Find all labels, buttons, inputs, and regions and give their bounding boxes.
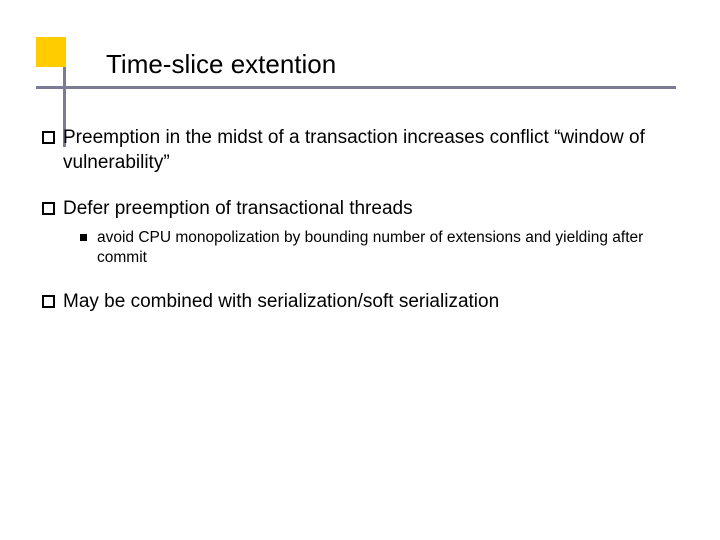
square-bullet-icon bbox=[42, 131, 55, 144]
sub-bullet-item: avoid CPU monopolization by bounding num… bbox=[80, 228, 678, 268]
square-bullet-icon bbox=[42, 202, 55, 215]
bullet-text: Preemption in the midst of a transaction… bbox=[63, 126, 678, 175]
slide-content: Preemption in the midst of a transaction… bbox=[42, 126, 678, 337]
slide-title: Time-slice extention bbox=[106, 49, 336, 80]
slide: Time-slice extention Preemption in the m… bbox=[0, 0, 720, 540]
bullet-item: May be combined with serialization/soft … bbox=[42, 290, 678, 315]
bullet-text: avoid CPU monopolization by bounding num… bbox=[97, 228, 678, 268]
horizontal-bar bbox=[36, 86, 676, 89]
bullet-text: Defer preemption of transactional thread… bbox=[63, 197, 413, 222]
title-block: Time-slice extention bbox=[36, 37, 676, 95]
square-bullet-icon bbox=[42, 295, 55, 308]
accent-square bbox=[36, 37, 66, 67]
filled-square-bullet-icon bbox=[80, 234, 87, 241]
bullet-item: Defer preemption of transactional thread… bbox=[42, 197, 678, 222]
bullet-item: Preemption in the midst of a transaction… bbox=[42, 126, 678, 175]
bullet-text: May be combined with serialization/soft … bbox=[63, 290, 499, 315]
